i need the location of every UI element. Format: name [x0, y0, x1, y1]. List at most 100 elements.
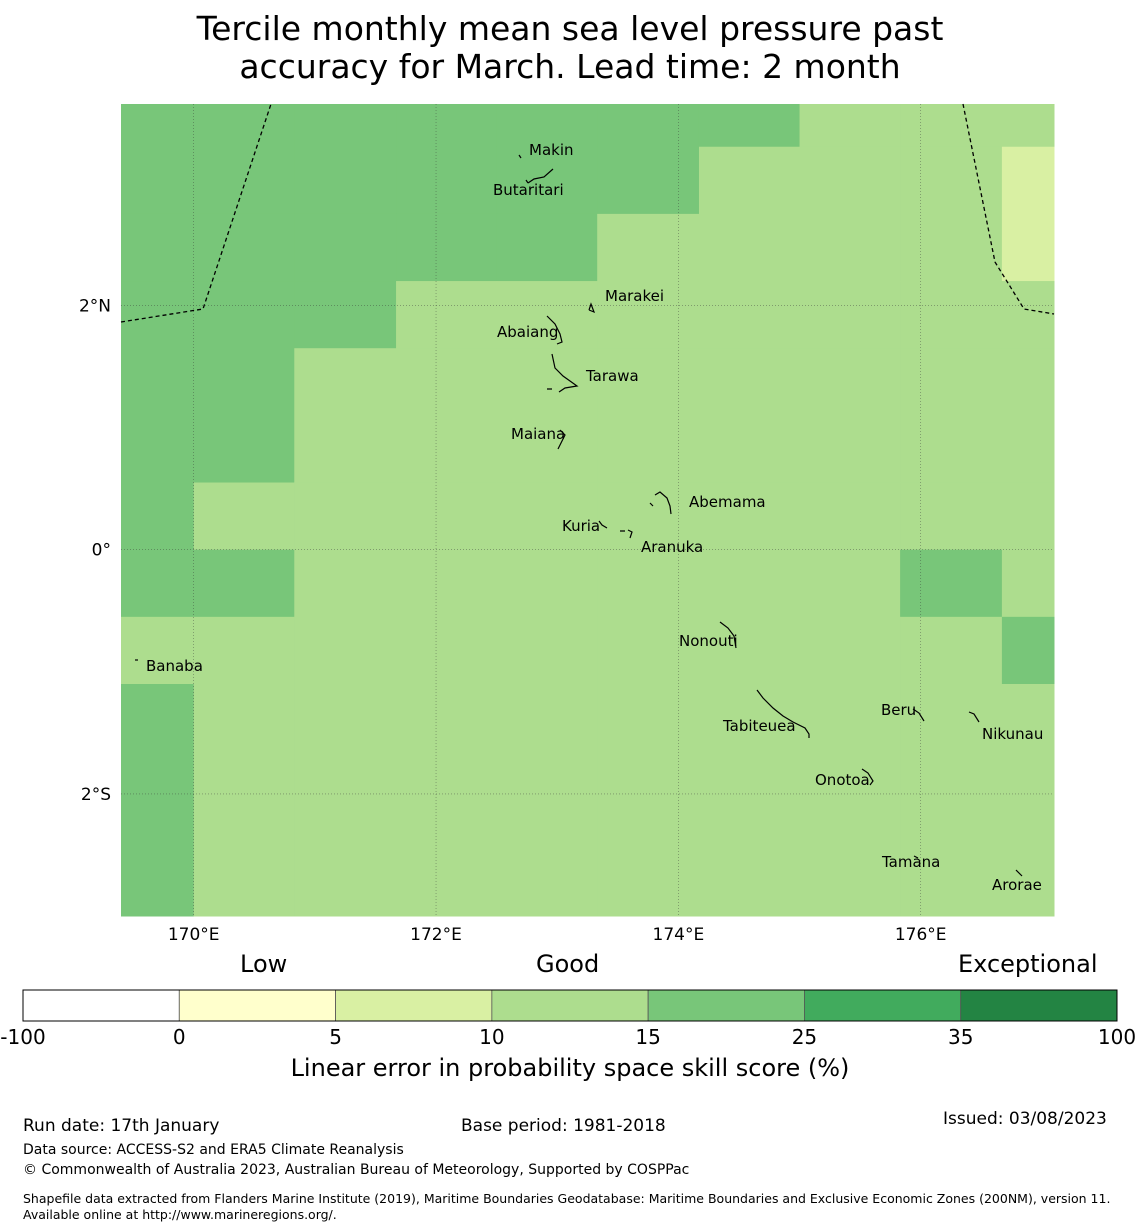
skill-cell	[900, 146, 1003, 215]
skill-cell	[799, 146, 901, 215]
colorbar-tick-label: -100	[0, 1025, 46, 1049]
skill-cell	[496, 281, 598, 349]
skill-cell	[1001, 281, 1055, 349]
colorbar-segment	[804, 989, 962, 1022]
colorbar-tick-label: 25	[791, 1025, 818, 1049]
skill-cell	[193, 482, 295, 551]
island-label: Abaiang	[497, 323, 558, 341]
skill-cell	[799, 616, 901, 685]
skill-cell	[294, 281, 397, 349]
skill-cell	[597, 213, 700, 282]
skill-cell	[698, 549, 801, 618]
island-outlines	[135, 154, 1023, 877]
skill-cell	[900, 348, 1003, 484]
skill-cell	[193, 146, 295, 215]
skill-cell	[294, 104, 397, 148]
skill-cell	[121, 146, 195, 215]
skill-cell	[193, 213, 295, 282]
colorbar-segment	[647, 989, 805, 1022]
chart-title-line2: accuracy for March. Lead time: 2 month	[239, 47, 901, 86]
eez-boundary-east	[962, 103, 1055, 315]
skill-cell	[698, 281, 801, 349]
colorbar-segment	[960, 989, 1118, 1022]
skill-cell	[396, 684, 498, 917]
skill-cell	[1001, 348, 1055, 484]
island-outline-maiana	[557, 429, 566, 450]
skill-cell	[1001, 549, 1055, 618]
island-label: Maiana	[511, 425, 565, 443]
skill-cell	[121, 281, 195, 349]
skill-cell	[396, 213, 498, 282]
skill-cell	[294, 549, 397, 618]
island-label: Butaritari	[493, 181, 564, 199]
eez-boundary-west	[120, 103, 272, 323]
skill-cell	[799, 549, 901, 618]
island-label: Tamana	[881, 853, 940, 871]
skill-cell	[799, 104, 901, 148]
skill-cell	[121, 482, 195, 551]
skill-cell	[496, 348, 598, 484]
chart-title: Tercile monthly mean sea level pressure …	[0, 10, 1140, 86]
skill-cell	[294, 616, 397, 685]
skill-cell	[698, 616, 801, 685]
skill-cell	[396, 616, 498, 685]
skill-cell	[396, 281, 498, 349]
skill-cell	[396, 549, 498, 618]
island-label: Tarawa	[585, 367, 639, 385]
island-outline-butaritari	[525, 168, 554, 184]
skill-cell	[597, 684, 700, 917]
skill-cell	[193, 549, 295, 618]
skill-cell	[121, 549, 195, 618]
island-label: Nikunau	[982, 725, 1043, 743]
copyright: © Commonwealth of Australia 2023, Austra…	[23, 1162, 690, 1178]
colorbar-label: Linear error in probability space skill …	[290, 1054, 850, 1082]
lon-tick-label: 176°E	[895, 925, 947, 945]
lon-tick-label: 172°E	[410, 925, 462, 945]
skill-cell	[900, 549, 1003, 618]
island-label: Kuria	[562, 517, 600, 535]
island-outline-beru	[912, 708, 925, 722]
axis-labels: 170°E 172°E 174°E 176°E 2°N 0° 2°S	[79, 296, 947, 945]
skill-cell	[597, 616, 700, 685]
island-label: Onotoa	[815, 771, 870, 789]
skill-cell	[698, 482, 801, 551]
skill-cell	[698, 213, 801, 282]
skill-cell	[799, 684, 901, 917]
colorbar-category-good: Good	[536, 950, 600, 978]
skill-cell	[597, 549, 700, 618]
skill-cell	[396, 146, 498, 215]
island-outline-tabiteuea	[756, 689, 810, 738]
island-label: Arorae	[992, 876, 1042, 894]
lon-tick-label: 170°E	[168, 925, 220, 945]
island-outline-marakei	[588, 302, 596, 314]
skill-cell	[193, 104, 295, 148]
issued-date: Issued: 03/08/2023	[943, 1109, 1107, 1129]
skill-cell	[193, 281, 295, 349]
colorbar	[22, 989, 1118, 1022]
skill-cell	[900, 281, 1003, 349]
skill-cell	[496, 616, 598, 685]
colorbar-category-exceptional: Exceptional	[958, 950, 1098, 978]
data-source: Data source: ACCESS-S2 and ERA5 Climate …	[23, 1142, 404, 1158]
island-outline-tarawa	[547, 353, 579, 393]
run-date: Run date: 17th January	[23, 1116, 220, 1136]
shapefile-credit: Shapefile data extracted from Flanders M…	[23, 1191, 1111, 1222]
island-label: Banaba	[146, 657, 203, 675]
island-label: Marakei	[605, 287, 664, 305]
skill-cell	[1001, 684, 1055, 917]
skill-cell	[900, 104, 1003, 148]
skill-grid	[121, 104, 1055, 917]
colorbar-tick-label: 15	[635, 1025, 661, 1049]
skill-cell	[597, 146, 700, 215]
skill-cell	[121, 213, 195, 282]
island-label: Nonouti	[679, 632, 738, 650]
lat-tick-label: 2°S	[81, 785, 111, 805]
skill-cell	[597, 281, 700, 349]
base-period: Base period: 1981-2018	[461, 1116, 666, 1136]
skill-cell	[121, 348, 195, 484]
skill-cell	[698, 104, 801, 148]
skill-cell	[1001, 482, 1055, 551]
skill-cell	[1001, 616, 1055, 685]
skill-cell	[496, 104, 598, 148]
